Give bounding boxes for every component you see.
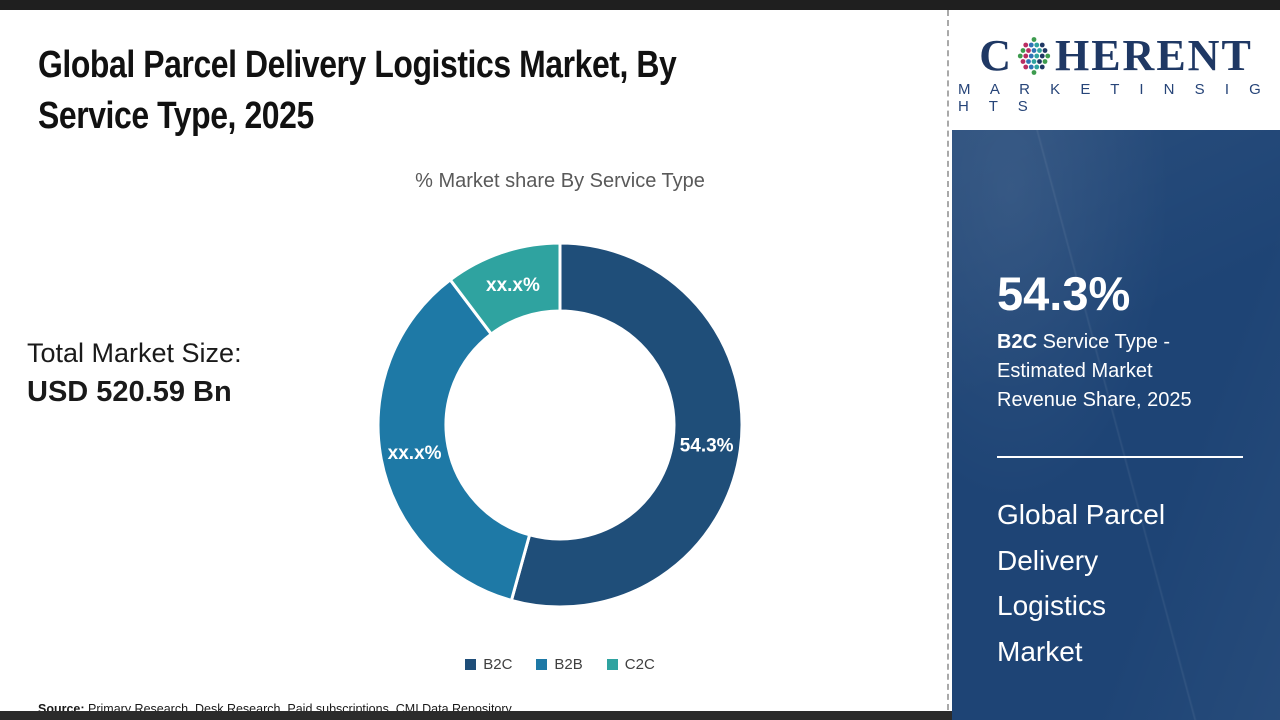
panel-report-title-line: Delivery (997, 544, 1099, 576)
brand-logo-tagline: M A R K E T I N S I G H T S (958, 80, 1269, 115)
legend-item-b2b: B2B (536, 656, 583, 673)
panel-report-title: Global Parcel Delivery Logistics Market (997, 492, 1247, 674)
panel-report-title-line: Market (997, 635, 1083, 667)
globe-dots-icon (1017, 36, 1051, 75)
highlight-segment-name: B2C (997, 331, 1038, 353)
sidebar-panel: 54.3% B2C Service Type - Estimated Marke… (952, 130, 1280, 720)
globe-dot (1028, 53, 1034, 58)
donut-slice-b2b (376, 278, 532, 602)
globe-dot (1039, 53, 1045, 58)
globe-dot (1031, 58, 1037, 64)
chart-title: % Market share By Service Type (415, 170, 705, 192)
brand-logo: C HERENT M A R K E T I N S I G H T S (952, 10, 1280, 130)
highlight-desc-line1-rest: Service Type - (1037, 331, 1171, 353)
globe-dot (1034, 53, 1040, 58)
legend-swatch-b2b (536, 659, 548, 670)
legend-label-b2b: B2B (554, 656, 583, 673)
panel-divider-line (997, 456, 1243, 458)
main-content-area: Global Parcel Delivery Logistics Market,… (0, 10, 948, 716)
globe-dot (1039, 64, 1045, 69)
donut-chart-svg: 54.3% xx.x% xx.x% (376, 241, 744, 609)
panel-map-texture (952, 130, 1280, 720)
highlight-description: B2C Service Type - Estimated Market Reve… (997, 328, 1247, 415)
page-title: Global Parcel Delivery Logistics Market,… (38, 40, 677, 142)
sidebar: C HERENT M A R K E T I N S I G H T S 54.… (952, 10, 1280, 720)
globe-dot (1045, 53, 1051, 58)
legend-item-b2c: B2C (465, 656, 512, 673)
highlight-desc-line3: Revenue Share, 2025 (997, 389, 1192, 411)
donut-slice-c2c (448, 241, 562, 336)
globe-dot (1039, 42, 1045, 47)
panel-report-title-line: Logistics (997, 590, 1106, 621)
globe-dot (1034, 42, 1040, 47)
globe-dot (1031, 47, 1037, 53)
legend-item-c2c: C2C (606, 656, 655, 673)
top-accent-bar (0, 0, 1280, 10)
globe-dot (1020, 47, 1026, 53)
donut-chart: 54.3% xx.x% xx.x% (376, 241, 744, 609)
globe-dot (1023, 53, 1029, 58)
slice-label-b2b: xx.x% (388, 443, 442, 464)
globe-dot (1023, 42, 1029, 47)
donut-slice-b2c (509, 241, 744, 609)
globe-dot (1028, 64, 1034, 69)
globe-dot (1042, 58, 1048, 64)
globe-dot (1034, 64, 1040, 69)
globe-dot (1031, 69, 1037, 75)
globe-dot (1020, 58, 1026, 64)
page-title-line2: Service Type, 2025 (38, 95, 314, 137)
highlight-desc-line2: Estimated Market (997, 360, 1153, 382)
brand-logo-wordmark: C HERENT (979, 30, 1253, 80)
globe-dot (1023, 64, 1029, 69)
legend-swatch-c2c (606, 659, 618, 670)
slice-label-b2c: 54.3% (680, 435, 734, 456)
logo-text-herent: HERENT (1054, 30, 1253, 80)
globe-dot (1042, 47, 1048, 53)
highlight-share-value: 54.3% (997, 267, 1131, 320)
dashed-divider (947, 10, 949, 720)
page-title-line1: Global Parcel Delivery Logistics Market,… (38, 44, 677, 86)
globe-dot (1031, 36, 1037, 42)
globe-dot (1026, 58, 1031, 64)
logo-text-c: C (979, 30, 1013, 80)
legend-swatch-b2c (465, 659, 477, 670)
globe-dot (1037, 58, 1042, 64)
total-market-size-label: Total Market Size: (27, 338, 242, 368)
bottom-accent-bar (0, 711, 952, 720)
total-market-size-block: Total Market Size: USD 520.59 Bn (27, 334, 242, 412)
globe-dot (1026, 47, 1031, 53)
highlight-desc-line1: B2C Service Type - (997, 328, 1247, 357)
legend-label-b2c: B2C (483, 656, 513, 673)
globe-dot (1028, 42, 1034, 47)
total-market-size-value: USD 520.59 Bn (27, 376, 232, 408)
globe-dot (1017, 53, 1023, 58)
slice-label-c2c: xx.x% (486, 275, 540, 296)
chart-legend: B2C B2B C2C (330, 656, 790, 673)
legend-label-c2c: C2C (624, 656, 655, 673)
globe-dot (1037, 47, 1042, 53)
panel-report-title-line: Global Parcel (997, 499, 1166, 530)
